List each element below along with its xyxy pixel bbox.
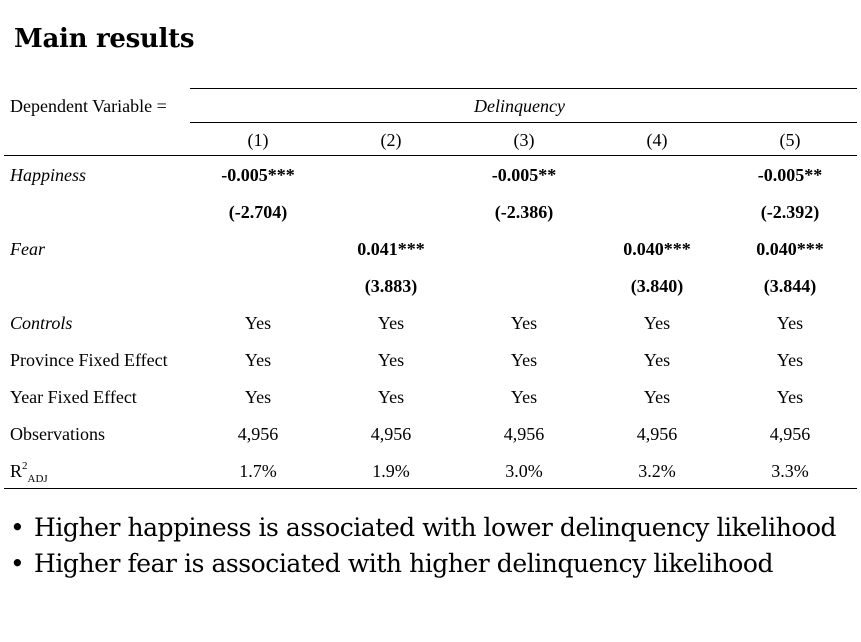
table-header-rule <box>190 122 857 123</box>
happiness-tstat: (-2.386) <box>494 202 554 222</box>
r2-value: 3.2% <box>638 461 676 481</box>
fear-coef: 0.040*** <box>756 239 824 259</box>
happiness-coef: -0.005** <box>757 165 823 185</box>
bullet-marker: • <box>10 513 25 542</box>
column-header: (3) <box>513 130 535 150</box>
row-label-year-fe: Year Fixed Effect <box>10 387 137 407</box>
table-top-rule <box>190 88 857 89</box>
r2-value: 1.9% <box>372 461 410 481</box>
fear-tstat: (3.883) <box>364 276 418 296</box>
column-header: (2) <box>380 130 402 150</box>
controls-value: Yes <box>643 313 671 333</box>
column-header: (5) <box>779 130 801 150</box>
year-fe-value: Yes <box>776 387 804 407</box>
observations-value: 4,956 <box>769 424 811 444</box>
fear-tstat: (3.844) <box>763 276 817 296</box>
bullet-item: • Higher happiness is associated with low… <box>10 510 837 546</box>
controls-value: Yes <box>377 313 405 333</box>
happiness-tstat: (-2.392) <box>760 202 820 222</box>
bullet-marker: • <box>10 549 25 578</box>
row-label-controls: Controls <box>10 313 73 333</box>
dependent-variable-label: Dependent Variable = <box>10 96 167 116</box>
province-fe-value: Yes <box>643 350 671 370</box>
fear-tstat: (3.840) <box>630 276 684 296</box>
bullet-text: Higher fear is associated with higher de… <box>34 549 774 578</box>
year-fe-value: Yes <box>377 387 405 407</box>
observations-value: 4,956 <box>503 424 545 444</box>
column-header: (1) <box>247 130 269 150</box>
r2-value: 3.0% <box>505 461 543 481</box>
province-fe-value: Yes <box>244 350 272 370</box>
r2-label-sub: ADJ <box>27 473 48 485</box>
row-label-r2-adj: R2ADJ <box>10 460 48 485</box>
happiness-coef: -0.005*** <box>221 165 295 185</box>
row-label-observations: Observations <box>10 424 105 444</box>
row-label-fear: Fear <box>10 239 45 259</box>
fear-coef: 0.041*** <box>357 239 425 259</box>
slide-title: Main results <box>14 24 195 54</box>
year-fe-value: Yes <box>510 387 538 407</box>
bullet-item: • Higher fear is associated with higher d… <box>10 546 836 582</box>
r2-label-main: R <box>10 461 23 481</box>
row-label-province-fe: Province Fixed Effect <box>10 350 168 370</box>
fear-coef: 0.040*** <box>623 239 691 259</box>
province-fe-value: Yes <box>377 350 405 370</box>
happiness-coef: -0.005** <box>491 165 557 185</box>
province-fe-value: Yes <box>776 350 804 370</box>
column-header: (4) <box>646 130 668 150</box>
province-fe-value: Yes <box>510 350 538 370</box>
r2-value: 3.3% <box>771 461 809 481</box>
bullet-list: • Higher happiness is associated with low… <box>10 510 837 582</box>
controls-value: Yes <box>776 313 804 333</box>
dependent-variable-name: Delinquency <box>474 96 565 116</box>
observations-value: 4,956 <box>237 424 279 444</box>
r2-label-sup: 2 <box>22 460 28 472</box>
observations-value: 4,956 <box>370 424 412 444</box>
bullet-text: Higher happiness is associated with lowe… <box>34 513 837 542</box>
table-bottom-rule <box>4 488 857 489</box>
happiness-tstat: (-2.704) <box>228 202 288 222</box>
year-fe-value: Yes <box>244 387 272 407</box>
observations-value: 4,956 <box>636 424 678 444</box>
controls-value: Yes <box>244 313 272 333</box>
r2-value: 1.7% <box>239 461 277 481</box>
table-column-rule <box>4 155 857 156</box>
controls-value: Yes <box>510 313 538 333</box>
row-label-happiness: Happiness <box>10 165 86 185</box>
year-fe-value: Yes <box>643 387 671 407</box>
